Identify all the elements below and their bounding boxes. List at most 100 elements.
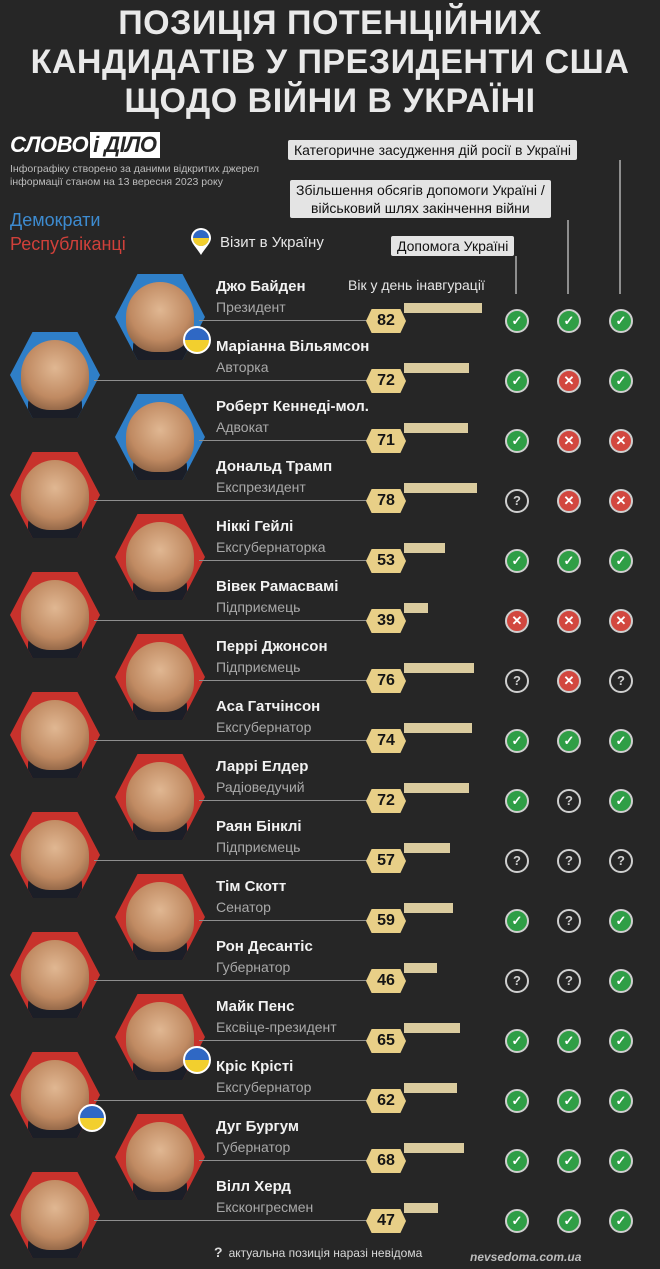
candidate-role: Ексвіце-президент [216, 1019, 337, 1035]
age-bar [404, 843, 451, 853]
logo: СЛОВО і ДІЛО [10, 132, 160, 158]
candidate-row: Роберт Кеннеді-мол. Адвокат 71 ✓ ✕ ✕ [0, 394, 660, 480]
age-value: 78 [366, 489, 406, 513]
check-icon: ✓ [557, 729, 581, 753]
candidate-row: Ларрі Елдер Радіоведучий 72 ✓? ✓ [0, 754, 660, 840]
title-line-1: ПОЗИЦІЯ ПОТЕНЦІЙНИХ [118, 4, 542, 42]
age-value: 46 [366, 969, 406, 993]
candidate-name: Рон Десантіс [216, 938, 313, 955]
question-icon: ? [557, 849, 581, 873]
page-title: ПОЗИЦІЯ ПОТЕНЦІЙНИХ КАНДИДАТІВ У ПРЕЗИДЕ… [0, 4, 660, 121]
candidate-name: Раян Бінклі [216, 818, 302, 835]
question-icon: ? [505, 969, 529, 993]
check-icon: ✓ [609, 729, 633, 753]
candidate-name: Дуг Бургум [216, 1118, 300, 1135]
age-bar [404, 543, 446, 553]
check-icon: ✓ [505, 729, 529, 753]
portrait-face [126, 642, 194, 712]
legend-democrats: Демократи [10, 210, 101, 230]
age-value: 82 [366, 309, 406, 333]
row-connector-line [199, 320, 372, 321]
check-icon: ✓ [609, 309, 633, 333]
age-value: 71 [366, 429, 406, 453]
check-icon: ✓ [557, 1089, 581, 1113]
row-connector-line [199, 1160, 372, 1161]
check-icon: ✓ [609, 909, 633, 933]
cross-icon: ✕ [557, 369, 581, 393]
row-connector-line [199, 1040, 372, 1041]
column-line-condemn [619, 160, 621, 294]
candidate-name: Маріанна Вільямсон [216, 338, 370, 355]
portrait-face [21, 820, 89, 890]
logo-part-2: і ДІЛО [90, 132, 160, 158]
check-icon: ✓ [505, 549, 529, 573]
title-line-3: ЩОДО ВІЙНИ В УКРАЇНІ [124, 82, 536, 120]
candidate-row: Раян Бінклі Підприємець 57??? [0, 812, 660, 898]
age-value: 47 [366, 1209, 406, 1233]
candidate-row: Дональд Трамп Експрезидент 78? ✕ ✕ [0, 452, 660, 538]
candidate-role: Підприємець [216, 599, 301, 615]
column-header-increase-line-2: військовий шлях закінчення війни [311, 200, 530, 216]
candidate-name: Дональд Трамп [216, 458, 333, 475]
candidate-photo [115, 394, 205, 480]
check-icon: ✓ [609, 969, 633, 993]
candidate-row: Перрі Джонсон Підприємець 76? ✕? [0, 634, 660, 720]
age-bar [404, 903, 453, 913]
check-icon: ✓ [609, 1029, 633, 1053]
column-line-increase [567, 220, 569, 294]
age-value: 39 [366, 609, 406, 633]
logo-part-1: СЛОВО [10, 132, 89, 157]
age-bar [404, 1023, 461, 1033]
candidate-name: Тім Скотт [216, 878, 287, 895]
check-icon: ✓ [505, 1209, 529, 1233]
candidate-photo [115, 274, 205, 360]
candidate-row: Джо Байден Президент 82 ✓ ✓ ✓ [0, 274, 660, 360]
age-value: 68 [366, 1149, 406, 1173]
portrait-face [126, 762, 194, 832]
check-icon: ✓ [557, 1029, 581, 1053]
age-value: 72 [366, 369, 406, 393]
candidate-name: Перрі Джонсон [216, 638, 328, 655]
portrait-face [21, 1180, 89, 1250]
question-icon: ? [505, 849, 529, 873]
candidate-row: Маріанна Вільямсон Авторка 72 ✓ ✕ ✓ [0, 332, 660, 418]
age-bar [404, 1143, 464, 1153]
candidate-name: Кріс Крісті [216, 1058, 294, 1075]
row-connector-line [94, 980, 372, 981]
candidate-row: Кріс Крісті Ексгубернатор 62 ✓ ✓ ✓ [0, 1052, 660, 1138]
check-icon: ✓ [505, 369, 529, 393]
candidate-row: Вівек Рамасвамі Підприємець 39 ✕ ✕ ✕ [0, 572, 660, 658]
check-icon: ✓ [505, 309, 529, 333]
ukraine-flag-icon [78, 1104, 106, 1132]
check-icon: ✓ [557, 1209, 581, 1233]
candidate-name: Майк Пенс [216, 998, 295, 1015]
candidate-row: Тім Скотт Сенатор 59 ✓? ✓ [0, 874, 660, 960]
row-connector-line [94, 1100, 372, 1101]
cross-icon: ✕ [557, 429, 581, 453]
title-line-2: КАНДИДАТІВ У ПРЕЗИДЕНТИ США [30, 43, 630, 81]
check-icon: ✓ [609, 789, 633, 813]
candidate-name: Ніккі Гейлі [216, 518, 294, 535]
candidate-role: Губернатор [216, 959, 291, 975]
check-icon: ✓ [505, 1089, 529, 1113]
check-icon: ✓ [557, 1149, 581, 1173]
portrait-face [21, 940, 89, 1010]
row-connector-line [199, 800, 372, 801]
column-header-age: Вік у день інавгурації [348, 277, 485, 293]
age-value: 76 [366, 669, 406, 693]
candidate-name: Вівек Рамасвамі [216, 578, 339, 595]
source-line-2: інформації станом на 13 вересня 2023 рок… [10, 176, 223, 188]
check-icon: ✓ [609, 1089, 633, 1113]
portrait-face [21, 580, 89, 650]
row-connector-line [94, 620, 372, 621]
age-value: 65 [366, 1029, 406, 1053]
row-connector-line [94, 380, 372, 381]
check-icon: ✓ [505, 789, 529, 813]
candidate-role: Ексгубернаторка [216, 539, 326, 555]
candidate-role: Адвокат [216, 419, 269, 435]
column-header-condemn: Категоричне засудження дій росії в Украї… [288, 140, 578, 160]
unknown-symbol: ? [214, 1244, 223, 1260]
candidate-row: Аса Гатчінсон Ексгубернатор 74 ✓ ✓ ✓ [0, 692, 660, 778]
ukraine-flag-icon [183, 326, 211, 354]
cross-icon: ✕ [609, 489, 633, 513]
